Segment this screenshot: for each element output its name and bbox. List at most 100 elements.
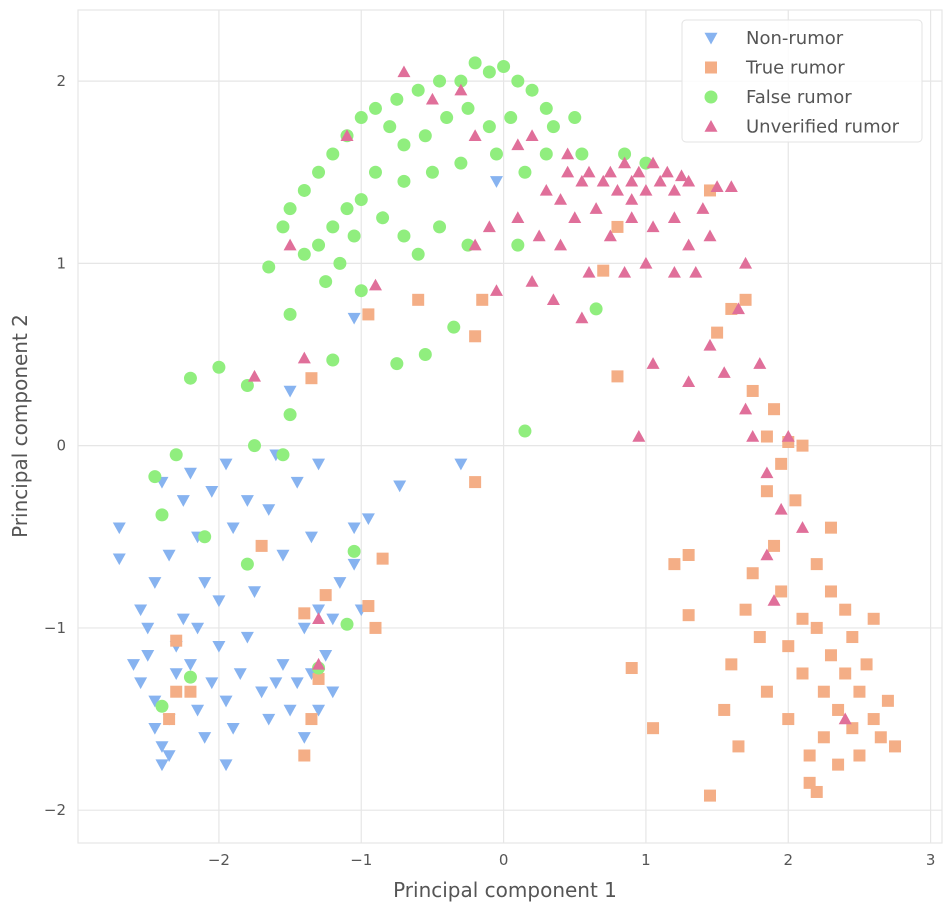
unverified-rumor-point xyxy=(312,657,326,670)
y-tick-label: −1 xyxy=(44,619,66,637)
false-rumor-point xyxy=(390,357,404,371)
false-rumor-point xyxy=(397,174,411,188)
unverified-rumor-point xyxy=(610,183,624,196)
false-rumor-point xyxy=(454,74,468,88)
x-tick-label: 3 xyxy=(926,851,936,869)
unverified-rumor-point xyxy=(682,238,696,251)
true-rumor-point xyxy=(597,264,610,277)
non-rumor-point xyxy=(162,750,176,763)
non-rumor-point xyxy=(454,458,468,471)
true-rumor-point xyxy=(782,640,795,653)
unverified-rumor-point xyxy=(511,211,525,223)
false-rumor-point xyxy=(319,275,333,289)
x-tick-label: −1 xyxy=(350,851,372,869)
false-rumor-point xyxy=(148,470,162,484)
unverified-rumor-point xyxy=(660,165,674,178)
true-rumor-point xyxy=(889,740,902,753)
false-rumor-point xyxy=(354,284,368,298)
false-rumor-point xyxy=(212,360,226,374)
true-rumor-point xyxy=(796,667,809,680)
false-rumor-point xyxy=(283,307,297,321)
true-rumor-point xyxy=(305,372,318,385)
unverified-rumor-point xyxy=(575,311,589,324)
legend-label: True rumor xyxy=(745,58,845,79)
non-rumor-point xyxy=(262,713,276,726)
false-rumor-point xyxy=(397,138,411,152)
unverified-rumor-point xyxy=(482,220,496,233)
true-rumor-point xyxy=(832,703,845,716)
unverified-rumor-point xyxy=(297,351,311,364)
legend-item-true-rumor: True rumor xyxy=(705,58,845,79)
unverified-rumor-point xyxy=(639,256,653,269)
y-tick-label: −2 xyxy=(44,801,66,819)
true-rumor-point xyxy=(647,722,660,735)
false-rumor-point xyxy=(411,83,425,97)
non-rumor-point xyxy=(155,741,169,753)
series-false-rumor xyxy=(148,56,653,713)
false-rumor-point xyxy=(333,256,347,270)
unverified-rumor-point xyxy=(703,229,717,242)
unverified-rumor-point xyxy=(639,183,653,196)
true-rumor-point xyxy=(881,694,894,707)
unverified-rumor-point xyxy=(539,183,553,196)
false-rumor-point xyxy=(248,439,262,453)
series-non-rumor xyxy=(112,176,503,772)
false-rumor-point xyxy=(411,247,425,261)
false-rumor-point xyxy=(283,202,297,216)
non-rumor-point xyxy=(297,732,311,744)
unverified-rumor-point xyxy=(340,129,354,141)
points-layer xyxy=(112,56,902,802)
true-rumor-point xyxy=(839,667,852,680)
true-rumor-point xyxy=(860,658,873,671)
unverified-rumor-point xyxy=(618,265,632,278)
series-true-rumor xyxy=(163,184,902,802)
unverified-rumor-point xyxy=(248,369,262,382)
false-rumor-point xyxy=(390,92,404,106)
x-tick-label: 1 xyxy=(641,851,651,869)
non-rumor-point xyxy=(290,677,304,690)
false-rumor-point xyxy=(240,378,254,392)
false-rumor-point xyxy=(575,147,589,161)
unverified-rumor-point xyxy=(618,156,632,169)
unverified-rumor-point xyxy=(582,265,596,278)
non-rumor-point xyxy=(141,650,155,662)
unverified-rumor-point xyxy=(532,229,546,242)
non-rumor-point xyxy=(283,704,297,717)
legend-item-non-rumor: Non-rumor xyxy=(704,28,844,49)
non-rumor-point xyxy=(240,631,254,644)
true-rumor-point xyxy=(739,603,752,616)
unverified-rumor-point xyxy=(739,256,753,269)
unverified-rumor-point xyxy=(796,521,810,533)
non-rumor-point xyxy=(205,677,219,690)
false-rumor-point xyxy=(489,147,503,161)
false-rumor-point xyxy=(326,147,340,161)
non-rumor-point xyxy=(148,577,162,589)
true-rumor-point xyxy=(718,703,731,716)
true-rumor-point xyxy=(817,731,830,744)
unverified-rumor-point xyxy=(746,430,760,442)
unverified-rumor-point xyxy=(724,180,738,193)
non-rumor-point xyxy=(262,504,276,516)
unverified-rumor-point xyxy=(511,138,525,151)
false-rumor-point xyxy=(539,147,553,161)
unverified-rumor-point xyxy=(603,229,617,242)
false-rumor-point xyxy=(340,202,354,216)
false-rumor-point xyxy=(383,120,397,134)
true-rumor-point xyxy=(789,494,802,507)
legend-label: Non-rumor xyxy=(746,28,844,49)
non-rumor-point xyxy=(226,522,240,535)
false-rumor-point xyxy=(447,320,461,334)
true-rumor-point xyxy=(732,740,745,753)
non-rumor-point xyxy=(148,722,162,735)
non-rumor-point xyxy=(205,486,219,498)
false-rumor-point xyxy=(183,670,197,684)
true-rumor-point xyxy=(625,662,638,675)
true-rumor-point xyxy=(298,607,311,620)
legend-marker-unverified-rumor xyxy=(704,120,718,132)
false-rumor-point xyxy=(482,65,496,79)
unverified-rumor-point xyxy=(689,265,703,278)
false-rumor-point xyxy=(454,156,468,170)
unverified-rumor-point xyxy=(368,278,382,291)
unverified-rumor-point xyxy=(731,302,745,315)
unverified-rumor-point xyxy=(632,165,646,178)
